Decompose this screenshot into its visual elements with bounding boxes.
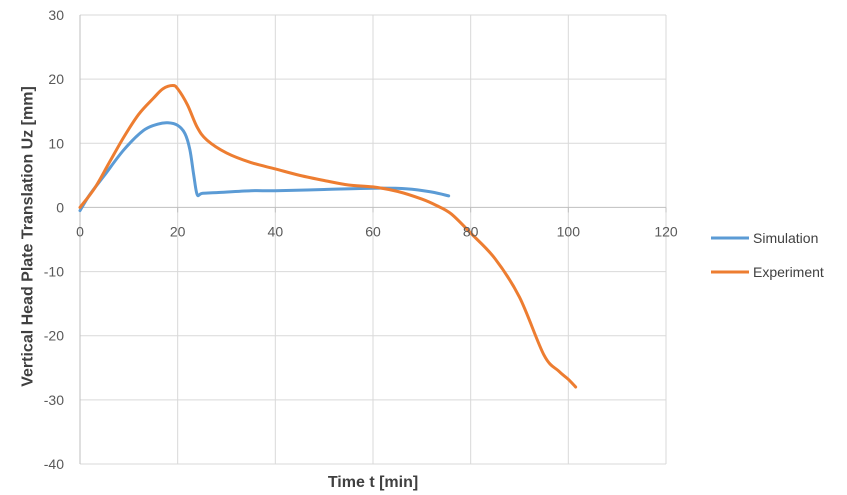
series-line-experiment [78,84,578,389]
x-tick-label: 20 [170,223,186,239]
grid [80,14,667,465]
y-tick-label: -20 [44,328,64,344]
x-tick-label: 120 [654,223,678,239]
y-tick-label: 30 [48,7,64,23]
legend-label: Experiment [753,264,824,280]
x-tick-label: 100 [557,223,581,239]
x-tick-label: 40 [268,223,284,239]
y-tick-label: 10 [48,135,64,151]
legend-label: Simulation [753,230,818,246]
tick-labels: -40 -30 -20 -10 0 10 20 30 0 20 40 60 80 100 120 [44,7,678,472]
y-tick-label: -10 [44,264,64,280]
x-tick-label: 80 [463,223,479,239]
axes [79,15,667,464]
x-axis-title: Time t [min] [328,474,418,491]
y-tick-label: 0 [56,199,64,215]
legend-item: Experiment [711,264,824,280]
x-tick-label: 0 [76,223,84,239]
legend: Simulation Experiment [711,230,824,280]
y-tick-label: 20 [48,71,64,87]
y-axis-title: Vertical Head Plate Translation Uz [mm] [20,86,37,387]
x-tick-label: 60 [365,223,381,239]
series-lines [78,84,578,389]
y-tick-label: -30 [44,392,64,408]
series-line-simulation [78,121,451,213]
y-tick-label: -40 [44,456,64,472]
legend-item: Simulation [711,230,818,246]
